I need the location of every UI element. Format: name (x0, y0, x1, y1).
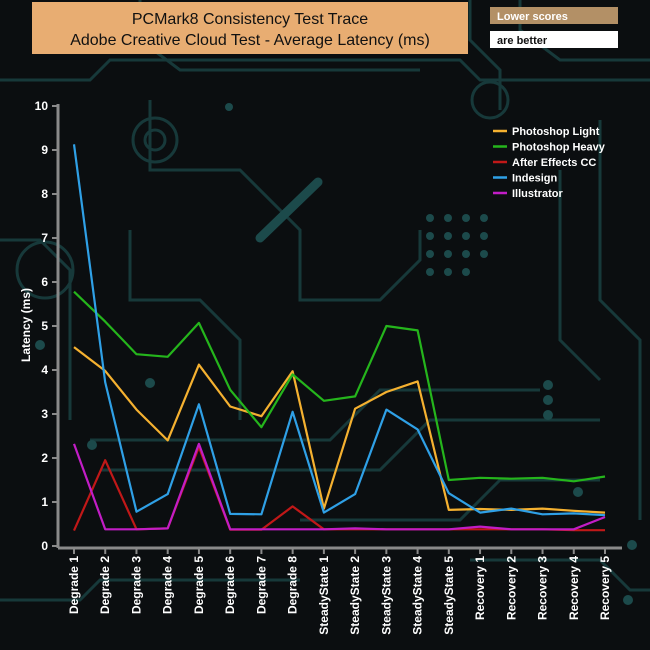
y-tick-label: 6 (41, 275, 48, 289)
circuit-dot (462, 250, 470, 258)
circuit-dot (225, 103, 233, 111)
circuit-dot (480, 250, 488, 258)
x-tick-label: SteadyState 3 (379, 556, 393, 635)
y-tick-label: 10 (35, 99, 49, 113)
note-panel-bottom (490, 31, 618, 48)
circuit-dot (543, 395, 553, 405)
circuit-dot (444, 250, 452, 258)
x-tick-label: Degrade 2 (98, 556, 112, 614)
x-tick-label: Recovery 2 (504, 556, 518, 620)
note-lower-scores: Lower scores (497, 11, 568, 23)
title-line-1: PCMark8 Consistency Test Trace (132, 11, 368, 28)
series-line-photoshop-heavy (73, 290, 606, 483)
x-tick-label: Recovery 5 (598, 556, 612, 620)
x-tick-label: Degrade 1 (67, 556, 81, 614)
series-line-indesign (72, 144, 606, 517)
y-tick-label: 5 (41, 319, 48, 333)
note-are-better: are better (497, 35, 548, 47)
x-tick-label: Degrade 7 (254, 556, 268, 614)
x-tick-label: Recovery 1 (473, 556, 487, 620)
x-tick-label: SteadyState 1 (317, 556, 331, 635)
x-tick-label: SteadyState 2 (348, 556, 362, 635)
y-tick-label: 0 (41, 539, 48, 553)
circuit-dot (426, 232, 434, 240)
circuit-dot (35, 340, 45, 350)
x-tick-label: Recovery 3 (536, 556, 550, 620)
circuit-dot (426, 268, 434, 276)
circuit-dot (543, 380, 553, 390)
circuit-dot (480, 214, 488, 222)
circuit-dot (444, 268, 452, 276)
note-panel-top (490, 7, 618, 24)
y-tick-label: 4 (41, 363, 48, 377)
circuit-dot (623, 595, 633, 605)
circuit-dot (444, 214, 452, 222)
legend: Photoshop Light Photoshop Heavy After Eff… (493, 126, 606, 200)
x-tick-label: Degrade 4 (161, 556, 175, 614)
x-tick-label: SteadyState 4 (411, 556, 425, 635)
x-tick-label: Degrade 6 (223, 556, 237, 614)
x-tick-label: Degrade 3 (129, 556, 143, 614)
legend-label: Indesign (512, 173, 558, 185)
circuit-bar (255, 177, 323, 243)
y-tick-label: 9 (41, 143, 48, 157)
circuit-dot (543, 410, 553, 420)
title-line-2: Adobe Creative Cloud Test - Average Late… (70, 32, 430, 49)
circuit-dot (573, 487, 583, 497)
y-tick-label: 2 (41, 451, 48, 465)
circuit-dot (426, 250, 434, 258)
y-tick-label: 7 (41, 231, 48, 245)
x-ticks: Degrade 1 Degrade 2 Degrade 3 Degrade 4 Degr… (67, 548, 612, 635)
x-tick-label: Degrade 8 (286, 556, 300, 614)
series-lines (72, 144, 606, 532)
y-ticks: 0 1 2 3 4 5 6 7 8 9 10 (35, 99, 58, 553)
circuit-dot (444, 232, 452, 240)
x-tick-label: SteadyState 5 (442, 556, 456, 635)
circuit-dot (627, 540, 637, 550)
legend-label: Illustrator (512, 188, 563, 200)
circuit-dot (426, 214, 434, 222)
y-tick-label: 3 (41, 407, 48, 421)
series-line-illustrator (72, 442, 606, 531)
circuit-dot (462, 268, 470, 276)
circuit-dots (35, 103, 637, 605)
y-axis-label: Latency (ms) (19, 288, 33, 362)
x-tick-label: Recovery 4 (567, 556, 581, 620)
circuit-dot (462, 214, 470, 222)
circuit-dot (462, 232, 470, 240)
circuit-dot (87, 440, 97, 450)
x-tick-label: Degrade 5 (192, 556, 206, 614)
circuit-dot (480, 232, 488, 240)
legend-label: Photoshop Heavy (512, 142, 606, 154)
y-tick-label: 1 (41, 495, 48, 509)
title-panel (32, 2, 468, 54)
circuit-dot (145, 378, 155, 388)
legend-label: Photoshop Light (512, 126, 600, 138)
y-tick-label: 8 (41, 187, 48, 201)
legend-label: After Effects CC (512, 157, 596, 169)
